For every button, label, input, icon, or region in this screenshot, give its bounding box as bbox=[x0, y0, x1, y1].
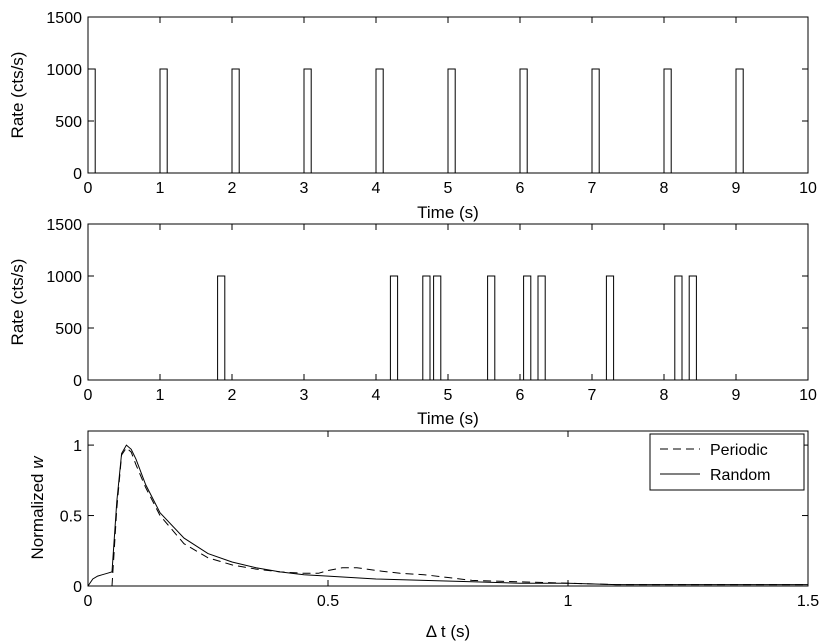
x-tick-label: 4 bbox=[372, 180, 381, 197]
x-tick-labels: 0 0.5 1 1.5 bbox=[84, 593, 820, 610]
y-axis-label-prefix: Normalized bbox=[28, 469, 47, 560]
rate-pulse bbox=[605, 275, 615, 380]
rate-pulse bbox=[591, 68, 600, 173]
x-tick-labels: 0 1 2 3 4 5 6 7 8 9 10 bbox=[84, 387, 817, 404]
x-tick-label: 3 bbox=[300, 180, 309, 197]
data-marks bbox=[87, 444, 808, 587]
x-tick-label: 1 bbox=[156, 180, 165, 197]
x-tick-label: 7 bbox=[588, 180, 597, 197]
rate-pulse bbox=[688, 275, 697, 380]
rate-pulse bbox=[537, 275, 546, 380]
data-marks bbox=[87, 68, 808, 174]
x-tick-label: 1.5 bbox=[797, 593, 819, 610]
x-tick-label: 0.5 bbox=[317, 593, 339, 610]
data-marks bbox=[88, 275, 808, 381]
legend: Periodic Random bbox=[649, 433, 805, 491]
y-tick-label: 1000 bbox=[46, 269, 82, 286]
rate-pulse bbox=[663, 68, 672, 173]
rate-pulse bbox=[674, 275, 683, 380]
y-tick-labels: 00.51 bbox=[60, 438, 82, 596]
plot-frame bbox=[87, 223, 809, 381]
x-tick-label: 1 bbox=[564, 593, 573, 610]
y-axis-label-variable: w bbox=[28, 455, 47, 469]
x-tick-label: 1 bbox=[156, 387, 165, 404]
x-tick-label: 8 bbox=[660, 180, 669, 197]
x-axis-label: Δ t (s) bbox=[426, 622, 470, 641]
y-tick-label: 0 bbox=[73, 166, 82, 183]
y-tick-label: 1 bbox=[73, 438, 82, 455]
x-tick-labels: 0 1 2 3 4 5 6 7 8 9 10 bbox=[84, 180, 817, 197]
rate-pulse bbox=[303, 68, 312, 173]
x-tick-label: 8 bbox=[660, 387, 669, 404]
series-line-random bbox=[87, 444, 808, 587]
y-tick-labels: 0 500 1000 1500 bbox=[46, 10, 82, 183]
rate-pulse bbox=[231, 68, 240, 173]
x-tick-label: 5 bbox=[444, 387, 453, 404]
legend-label-random: Random bbox=[710, 467, 770, 484]
x-tick-label: 10 bbox=[799, 387, 817, 404]
y-tick-label: 1000 bbox=[46, 62, 82, 79]
rate-pulse bbox=[735, 68, 744, 173]
y-tick-label: 0.5 bbox=[60, 509, 82, 526]
rate-pulse bbox=[447, 68, 456, 173]
x-axis-label: Time (s) bbox=[417, 409, 479, 428]
tick-marks bbox=[87, 431, 809, 587]
periodic-rate-panel: 0 1 2 3 4 5 6 7 8 9 10 0 500 1000 1500 Time (s) Rate … bbox=[8, 10, 817, 222]
x-tick-label: 6 bbox=[516, 387, 525, 404]
x-tick-label: 0 bbox=[84, 387, 93, 404]
rate-pulse bbox=[422, 275, 431, 380]
x-tick-label: 0 bbox=[84, 593, 93, 610]
x-tick-label: 10 bbox=[799, 180, 817, 197]
x-tick-label: 9 bbox=[732, 180, 741, 197]
legend-label-periodic: Periodic bbox=[710, 442, 768, 459]
y-tick-label: 500 bbox=[55, 321, 82, 338]
y-tick-labels: 0 500 1000 1500 bbox=[46, 217, 82, 390]
rate-pulse bbox=[523, 275, 532, 380]
plot-frame bbox=[87, 430, 809, 587]
y-axis-label: Rate (cts/s) bbox=[8, 259, 27, 346]
x-tick-label: 2 bbox=[228, 180, 237, 197]
random-rate-panel: 0 1 2 3 4 5 6 7 8 9 10 0 500 1000 1500 Time (s) Rate … bbox=[8, 217, 817, 428]
rate-pulse bbox=[87, 68, 96, 173]
y-tick-label: 0 bbox=[73, 579, 82, 596]
rate-pulse bbox=[519, 68, 528, 173]
x-tick-label: 4 bbox=[372, 387, 381, 404]
x-tick-label: 3 bbox=[300, 387, 309, 404]
y-tick-label: 0 bbox=[73, 373, 82, 390]
x-tick-label: 2 bbox=[228, 387, 237, 404]
rate-pulse bbox=[487, 275, 496, 380]
x-tick-label: 0 bbox=[84, 180, 93, 197]
y-tick-label: 500 bbox=[55, 114, 82, 131]
x-axis-label: Time (s) bbox=[417, 203, 479, 222]
normalized-w-panel: 0 0.5 1 1.5 00.51 Δ t (s) Normalized w Peri… bbox=[28, 430, 820, 641]
x-tick-label: 6 bbox=[516, 180, 525, 197]
rate-pulse bbox=[159, 68, 168, 173]
rate-pulse bbox=[433, 275, 442, 380]
x-tick-label: 7 bbox=[588, 387, 597, 404]
rate-pulse bbox=[375, 68, 384, 173]
x-tick-label: 9 bbox=[732, 387, 741, 404]
rate-pulse bbox=[217, 275, 226, 380]
x-tick-label: 5 bbox=[444, 180, 453, 197]
y-axis-label: Normalized w bbox=[28, 455, 47, 560]
y-tick-label: 1500 bbox=[46, 10, 82, 27]
rate-pulse bbox=[389, 275, 399, 380]
y-tick-label: 1500 bbox=[46, 217, 82, 234]
tick-marks bbox=[87, 223, 809, 381]
legend-box bbox=[649, 433, 805, 491]
y-axis-label: Rate (cts/s) bbox=[8, 52, 27, 139]
